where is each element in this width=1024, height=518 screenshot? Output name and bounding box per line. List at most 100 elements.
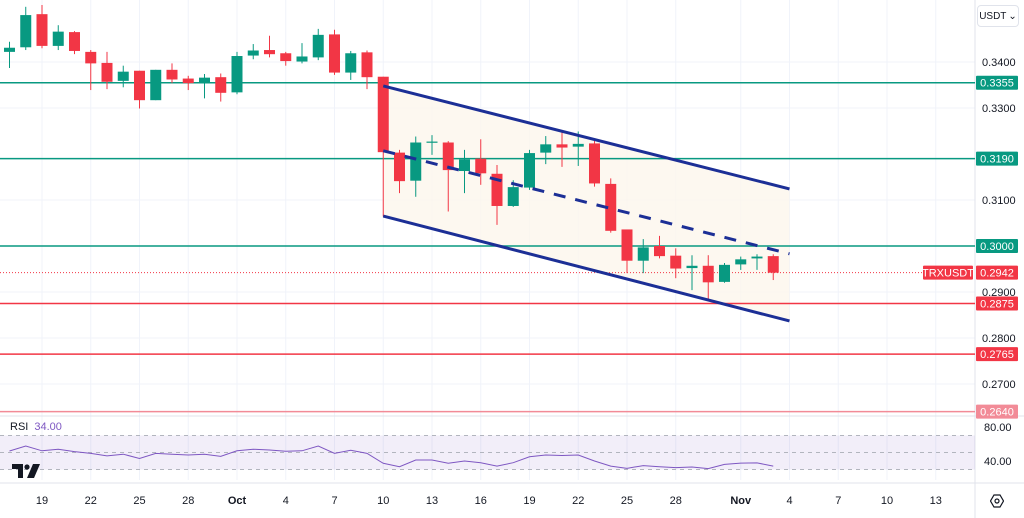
candle [296, 43, 308, 64]
candle-body [52, 31, 64, 46]
candle-body [36, 14, 48, 46]
time-tick-label: 10 [881, 495, 893, 507]
candle [702, 255, 714, 300]
time-tick-label: 13 [426, 495, 438, 507]
channel-lower-line [382, 214, 790, 323]
rsi-label: RSI [10, 421, 29, 433]
price-tick-label: 0.3100 [982, 195, 1016, 207]
level-price-label-bg [976, 404, 1018, 419]
candle-body [572, 143, 584, 147]
candle [215, 73, 227, 102]
candle [312, 28, 324, 61]
candle-body [654, 246, 665, 257]
candle-body [215, 77, 227, 93]
candle-body [475, 158, 487, 174]
time-tick-label: 13 [930, 495, 942, 507]
candle [719, 263, 730, 283]
candle [442, 141, 454, 212]
candle-body [85, 51, 97, 64]
candle-body [605, 183, 617, 231]
candle-body [134, 70, 145, 101]
currency-button[interactable]: USDT ⌄ [977, 5, 1019, 27]
time-tick-label: Nov [730, 495, 752, 507]
candle [36, 4, 48, 49]
time-tick-label: 25 [133, 495, 145, 507]
symbol-label-bg [923, 265, 973, 280]
time-tick-label: 16 [475, 495, 487, 507]
candle [134, 70, 145, 109]
rsi-legend[interactable]: RSI 34.00 [10, 421, 62, 433]
candle [491, 165, 503, 225]
candle [540, 136, 552, 165]
candle-body [247, 50, 259, 56]
candle [361, 50, 373, 90]
candle-body [540, 144, 552, 153]
candle [735, 256, 747, 270]
candle-body [637, 247, 649, 261]
candle-body [426, 141, 438, 143]
candle [426, 135, 438, 155]
candle-body [117, 71, 129, 81]
candle-body [264, 50, 275, 55]
level-price-label-bg [976, 151, 1018, 166]
candle-body [621, 229, 633, 261]
candle [52, 25, 64, 51]
rsi-tick-label: 80.00 [984, 422, 1012, 434]
rsi-line [9, 445, 774, 470]
candle-body [507, 187, 519, 206]
candle [329, 29, 340, 75]
level-price-label: 0.3000 [980, 241, 1014, 253]
candle-body [556, 144, 568, 148]
candle [572, 131, 584, 166]
channel-upper-line [382, 84, 790, 191]
candle [556, 130, 568, 167]
level-price-label: 0.2765 [980, 349, 1014, 361]
channel-middle-line [382, 149, 790, 256]
level-price-label: 0.2875 [980, 299, 1014, 311]
time-tick-label: Oct [228, 495, 247, 507]
candle-body [524, 153, 535, 188]
last-price-label: 0.2942 [980, 268, 1014, 280]
candle-body [767, 256, 779, 273]
candle-body [101, 62, 113, 82]
candle-body [150, 69, 162, 101]
candle [654, 235, 665, 259]
candle-body [69, 32, 80, 51]
time-tick-label: 7 [835, 495, 841, 507]
rsi-value: 34.00 [34, 421, 62, 433]
candle-body [182, 78, 194, 84]
candle [621, 229, 633, 274]
candle-body [459, 159, 470, 172]
candle [85, 50, 97, 91]
level-price-label-bg [976, 347, 1018, 362]
time-tick-label: 25 [621, 495, 633, 507]
candle-body [751, 256, 763, 259]
candle-body [199, 77, 210, 84]
candle [166, 63, 178, 84]
candle-body [312, 34, 324, 58]
candle-body [702, 265, 714, 283]
candle [589, 139, 600, 187]
level-price-label-bg [976, 75, 1018, 90]
candle-body [280, 53, 292, 62]
candle [377, 76, 389, 217]
level-price-label-bg [976, 296, 1018, 311]
candle [767, 254, 779, 281]
candle-body [296, 56, 308, 62]
candle [69, 31, 80, 55]
candle [524, 149, 535, 190]
price-tick-label: 0.2800 [982, 333, 1016, 345]
time-tick-label: 28 [670, 495, 682, 507]
time-tick-label: 10 [377, 495, 389, 507]
candle-body [345, 53, 357, 73]
candle [101, 51, 113, 90]
candle [199, 73, 210, 99]
settings-gear-icon[interactable] [990, 494, 1004, 508]
candle [459, 149, 470, 194]
time-tick-label: 19 [36, 495, 48, 507]
candle [182, 75, 194, 91]
candle-body [491, 173, 503, 206]
candle [247, 44, 259, 60]
candle-body [589, 143, 600, 184]
